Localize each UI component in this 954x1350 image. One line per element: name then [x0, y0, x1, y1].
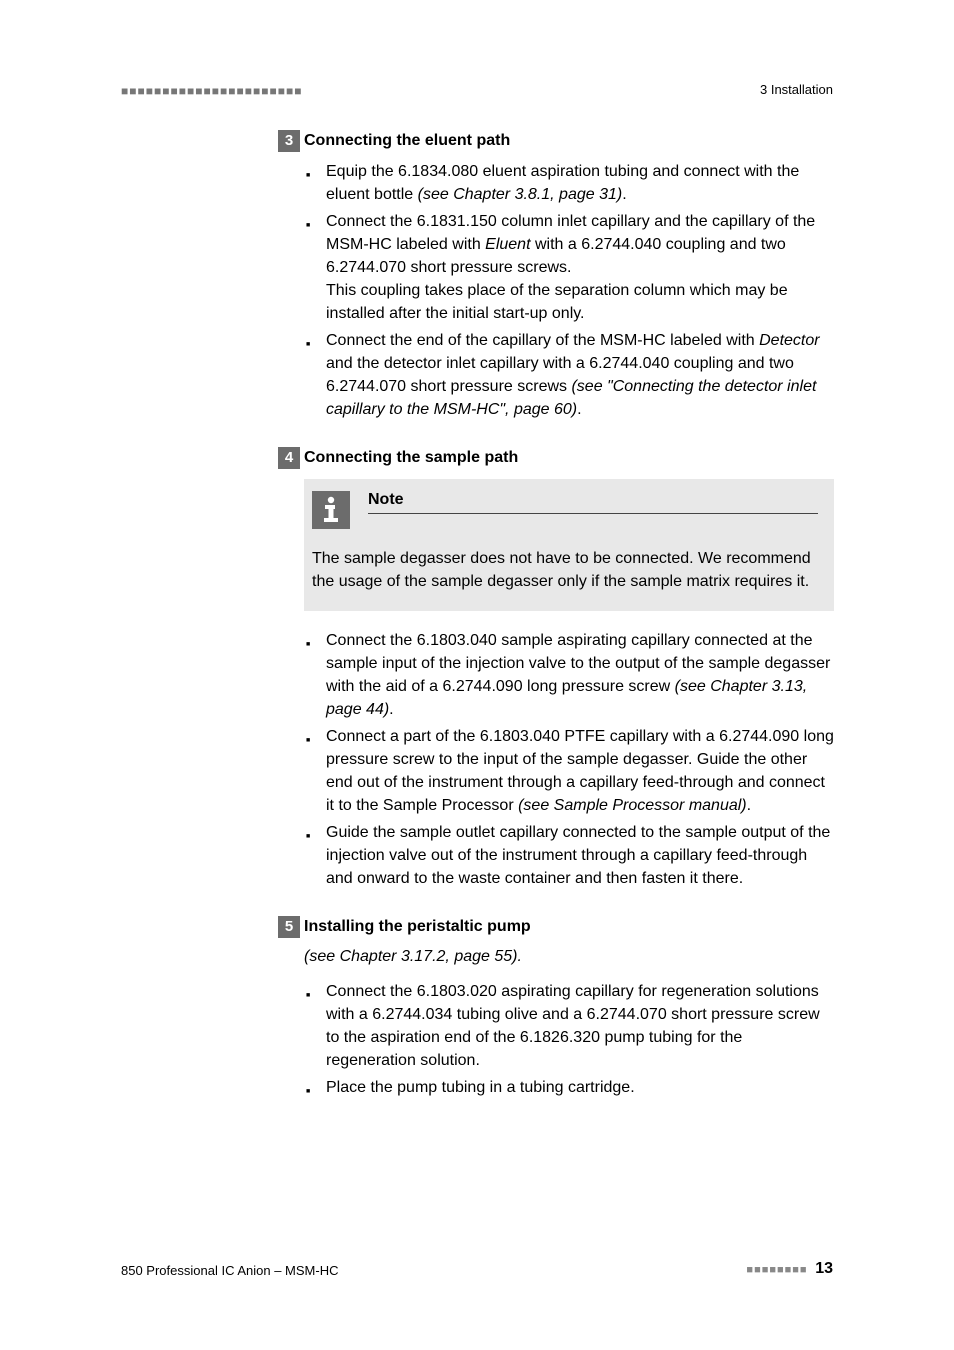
step-5-bullet-2: Place the pump tubing in a tubing cartri… — [326, 1076, 834, 1099]
footer-right: ■■■■■■■■ 13 — [746, 1260, 833, 1278]
note-title-wrap: Note — [368, 491, 818, 514]
reference-link: (see Chapter 3.8.1, page 31) — [418, 186, 623, 203]
text: . — [747, 797, 751, 814]
text: . — [622, 186, 626, 203]
text: This coupling takes place of the separat… — [326, 282, 788, 322]
page: ■■■■■■■■■■■■■■■■■■■■■■ 3 Installation 3 … — [0, 0, 954, 1350]
step-4-bullet-3: Guide the sample outlet capillary connec… — [326, 821, 834, 890]
step-5-reference: (see Chapter 3.17.2, page 55). — [304, 946, 834, 968]
text: . — [577, 401, 581, 418]
emphasis: Detector — [759, 332, 819, 349]
step-3: 3 Connecting the eluent path Equip the 6… — [304, 130, 834, 421]
text: Place the pump tubing in a tubing cartri… — [326, 1079, 635, 1096]
text: Guide the sample outlet capillary connec… — [326, 824, 830, 887]
step-3-title: Connecting the eluent path — [304, 130, 834, 152]
text: Connect the 6.1803.020 aspirating capill… — [326, 983, 820, 1069]
step-3-bullet-3: Connect the end of the capillary of the … — [326, 329, 834, 421]
step-5-title: Installing the peristaltic pump — [304, 916, 834, 938]
step-3-bullet-2: Connect the 6.1831.150 column inlet capi… — [326, 210, 834, 325]
note-title: Note — [368, 491, 818, 511]
text: Connect the end of the capillary of the … — [326, 332, 759, 349]
step-3-bullet-1: Equip the 6.1834.080 eluent aspiration t… — [326, 160, 834, 206]
content-area: 3 Connecting the eluent path Equip the 6… — [304, 130, 834, 1125]
note-body: The sample degasser does not have to be … — [312, 547, 818, 593]
note-box: Note The sample degasser does not have t… — [304, 479, 834, 611]
step-4-number: 4 — [278, 447, 300, 469]
text: . — [389, 701, 393, 718]
note-header: Note — [312, 491, 818, 529]
step-4-bullet-2: Connect a part of the 6.1803.040 PTFE ca… — [326, 725, 834, 817]
step-4-title: Connecting the sample path — [304, 447, 834, 469]
header-marks-left: ■■■■■■■■■■■■■■■■■■■■■■ — [121, 84, 302, 98]
header-section-label: 3 Installation — [760, 82, 833, 97]
note-divider — [368, 513, 818, 514]
footer-marks: ■■■■■■■■ — [746, 1264, 807, 1276]
step-4: 4 Connecting the sample path Note — [304, 447, 834, 890]
step-4-bullets: Connect the 6.1803.040 sample aspirating… — [304, 629, 834, 890]
step-5-number: 5 — [278, 916, 300, 938]
step-5-bullets: Connect the 6.1803.020 aspirating capill… — [304, 980, 834, 1099]
step-4-bullet-1: Connect the 6.1803.040 sample aspirating… — [326, 629, 834, 721]
step-3-number: 3 — [278, 130, 300, 152]
step-3-bullets: Equip the 6.1834.080 eluent aspiration t… — [304, 160, 834, 421]
step-5-bullet-1: Connect the 6.1803.020 aspirating capill… — [326, 980, 834, 1072]
step-5: 5 Installing the peristaltic pump (see C… — [304, 916, 834, 1099]
reference-link: (see Sample Processor manual) — [518, 797, 747, 814]
footer-doc-title: 850 Professional IC Anion – MSM-HC — [121, 1263, 338, 1278]
emphasis: Eluent — [485, 236, 530, 253]
page-number: 13 — [815, 1260, 833, 1277]
info-icon — [312, 491, 350, 529]
